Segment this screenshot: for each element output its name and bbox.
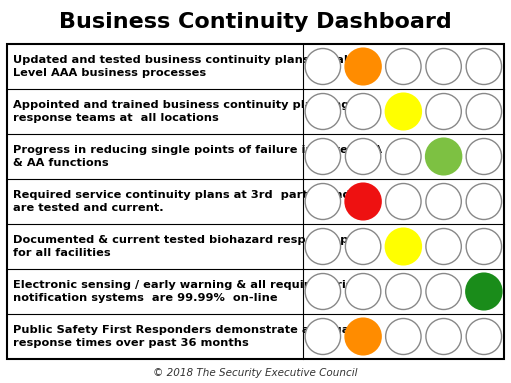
Ellipse shape	[426, 319, 461, 355]
Ellipse shape	[345, 183, 381, 219]
Ellipse shape	[305, 49, 340, 85]
Ellipse shape	[386, 93, 421, 129]
Text: Appointed and trained business continuity planning &
response teams at  all loca: Appointed and trained business continuit…	[13, 100, 363, 123]
Ellipse shape	[386, 49, 421, 85]
Ellipse shape	[386, 139, 421, 175]
Ellipse shape	[345, 273, 381, 309]
Ellipse shape	[305, 273, 340, 309]
Text: © 2018 The Security Executive Council: © 2018 The Security Executive Council	[153, 368, 358, 378]
Ellipse shape	[386, 273, 421, 309]
Text: Documented & current tested biohazard response plan
for all facilities: Documented & current tested biohazard re…	[13, 235, 368, 258]
Ellipse shape	[466, 229, 502, 265]
Ellipse shape	[426, 49, 461, 85]
Ellipse shape	[426, 229, 461, 265]
Ellipse shape	[345, 49, 381, 85]
Ellipse shape	[426, 183, 461, 219]
Ellipse shape	[386, 183, 421, 219]
Ellipse shape	[466, 139, 502, 175]
Ellipse shape	[305, 183, 340, 219]
Ellipse shape	[426, 273, 461, 309]
Text: Required service continuity plans at 3rd  party vendors
are tested and current.: Required service continuity plans at 3rd…	[13, 190, 371, 213]
Text: Business Continuity Dashboard: Business Continuity Dashboard	[59, 12, 452, 32]
Ellipse shape	[305, 319, 340, 355]
Ellipse shape	[345, 93, 381, 129]
Ellipse shape	[466, 319, 502, 355]
Ellipse shape	[426, 139, 461, 175]
Text: Electronic sensing / early warning & all required crisis
notification systems  a: Electronic sensing / early warning & all…	[13, 280, 363, 303]
Text: Updated and tested business continuity plans for all
Level AAA business processe: Updated and tested business continuity p…	[13, 55, 352, 78]
Text: Public Safety First Responders demonstrate adequate
response times over past 36 : Public Safety First Responders demonstra…	[13, 325, 363, 348]
Ellipse shape	[466, 183, 502, 219]
Ellipse shape	[305, 93, 340, 129]
Ellipse shape	[466, 273, 502, 309]
Ellipse shape	[426, 93, 461, 129]
Text: Progress in reducing single points of failure in Level AAA
& AA functions: Progress in reducing single points of fa…	[13, 145, 382, 168]
Ellipse shape	[305, 229, 340, 265]
Ellipse shape	[305, 139, 340, 175]
Ellipse shape	[466, 49, 502, 85]
Ellipse shape	[386, 229, 421, 265]
Ellipse shape	[345, 229, 381, 265]
Ellipse shape	[345, 319, 381, 355]
Bar	[7, 44, 504, 359]
Ellipse shape	[386, 319, 421, 355]
Ellipse shape	[345, 139, 381, 175]
Ellipse shape	[466, 93, 502, 129]
